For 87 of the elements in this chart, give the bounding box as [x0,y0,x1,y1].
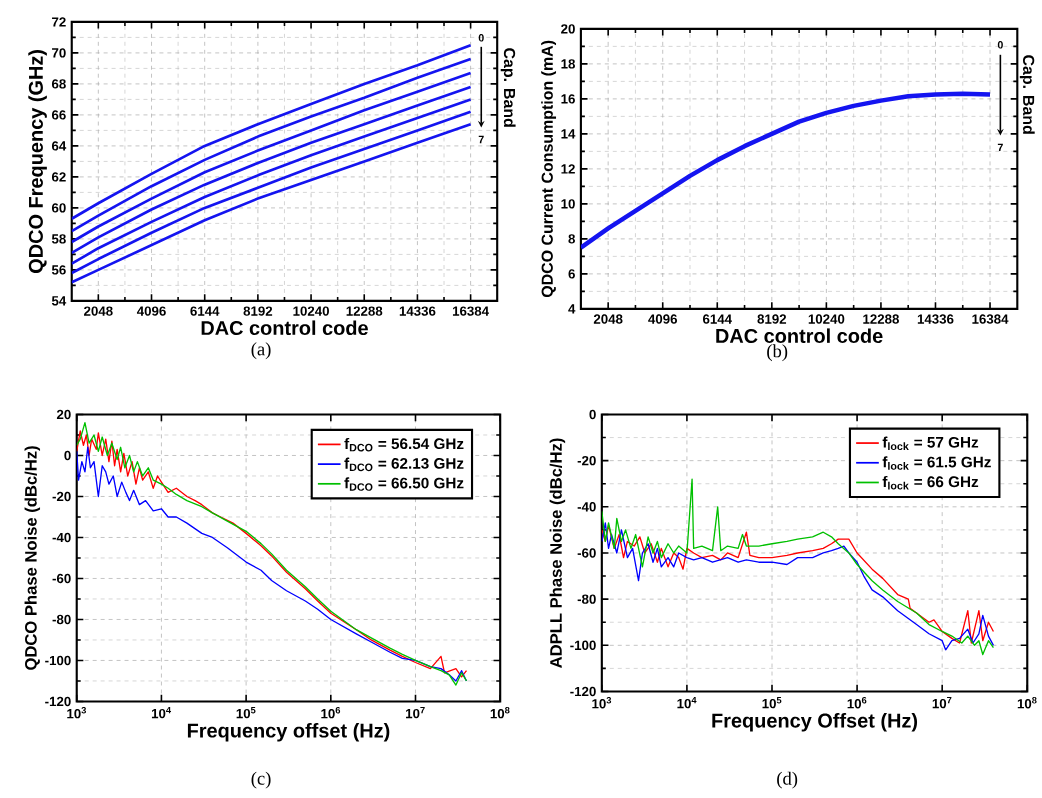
y-tick-label: 10 [561,199,575,209]
x-tick-label: 4096 [648,314,678,324]
x-tick-label: 4096 [136,306,166,316]
legend-label: f$_{DCO}$ = 62.13 GHz [344,457,464,472]
text: (c) [251,771,271,789]
x-tick-label: 14336 [917,314,954,324]
legend-label: f$_{lock}$ = 57 GHz [882,436,979,451]
annotation: 7 [997,143,1003,152]
y-tick-label: -20 [52,491,71,502]
y-tick-label: -40 [577,502,596,512]
y-tick-label: 14 [561,129,576,139]
legend-label: f$_{DCO}$ = 66.50 GHz [344,477,464,491]
x-tick-label: 10$^{3}$ [67,706,87,719]
x-tick-label: 14336 [399,306,436,316]
x-tick-label: 16384 [452,306,489,316]
line-series [580,91,993,250]
x-axis-title: DAC control code [716,328,883,343]
x-tick-label: 6144 [190,306,220,316]
y-tick-label: 16 [561,94,575,104]
y-tick-label: 18 [561,59,575,69]
x-tick-label: 2048 [593,314,623,324]
y-tick-label: 4 [568,304,576,314]
y-tick-label: 62 [51,172,66,182]
text: Cap. Band [1019,55,1035,134]
x-tick-label: 10$^{3}$ [592,696,612,709]
y-tick-label: 68 [51,79,66,89]
annotation: 0 [478,34,484,42]
x-tick-label: 16384 [972,314,1009,324]
y-tick-label: -100 [45,655,71,666]
x-axis-title: Frequency offset (Hz) [187,722,390,742]
x-tick-label: 10$^{4}$ [151,706,172,719]
text: (d) [777,771,798,789]
text: (a) [251,342,271,360]
y-tick-label: -60 [52,573,71,584]
y-tick-label: -60 [577,548,596,558]
y-tick-label: 0 [589,409,596,420]
y-tick-label: 56 [51,265,66,275]
x-tick-label: 10240 [808,314,845,324]
text: (b) [767,344,788,362]
y-tick-label: -80 [52,614,71,625]
y-tick-label: 8 [568,234,575,244]
x-tick-label: 8192 [757,314,787,324]
x-tick-label: 12288 [863,314,899,324]
x-axis-title: Frequency Offset (Hz) [712,712,918,732]
y-tick-label: 64 [51,141,67,151]
x-tick-label: 10$^{4}$ [677,696,697,709]
y-tick-label: -40 [52,532,71,543]
y-tick-label: 20 [56,409,71,420]
legend-label: f$_{lock}$ = 66 GHz [882,475,979,490]
x-tick-label: 10240 [293,306,329,316]
x-tick-label: 2048 [84,306,113,316]
x-axis-title: DAC control code [201,320,368,335]
y-axis-title: QDCO Current Consumption (mA) [541,40,557,298]
annotation: 0 [997,41,1003,49]
y-axis-title: QDCO Phase Noise (dBc/Hz) [24,446,41,670]
y-tick-label: -20 [577,455,596,466]
y-tick-label: 0 [64,450,71,461]
x-tick-label: 10$^{8}$ [490,706,510,719]
y-tick-label: 66 [51,110,66,120]
y-tick-label: 72 [52,17,66,27]
y-axis-title: ADPLL Phase Noise (dBc/Hz) [549,438,566,668]
legend-label: f$_{DCO}$ = 56.54 GHz [344,437,464,452]
x-tick-label: 10$^{5}$ [762,696,782,709]
text: Cap. Band [500,48,516,127]
y-tick-label: 60 [51,203,66,213]
y-axis-title: QDCO Frequency (GHz) [28,49,47,273]
x-tick-label: 10$^{7}$ [932,696,952,709]
y-tick-label: 58 [51,234,66,244]
x-tick-label: 8192 [243,306,273,316]
x-tick-label: 10$^{7}$ [406,706,425,719]
x-tick-label: 10$^{8}$ [1017,696,1037,709]
x-tick-label: 10$^{5}$ [236,706,256,719]
y-tick-label: 12 [561,164,575,174]
y-tick-label: -80 [577,594,596,604]
y-tick-label: 20 [561,24,575,34]
y-tick-label: 70 [52,48,66,58]
annotation: 7 [478,135,484,144]
x-tick-label: 10$^{6}$ [321,706,341,719]
legend-label: f$_{lock}$ = 61.5 GHz [882,456,991,470]
y-tick-label: -100 [570,640,596,650]
x-tick-label: 10$^{6}$ [847,696,867,709]
x-tick-label: 6144 [702,314,732,324]
y-tick-label: -120 [570,686,596,697]
y-tick-label: -120 [45,696,71,707]
y-tick-label: 6 [568,269,575,279]
y-tick-label: 54 [51,296,67,306]
x-tick-label: 12288 [346,306,383,316]
